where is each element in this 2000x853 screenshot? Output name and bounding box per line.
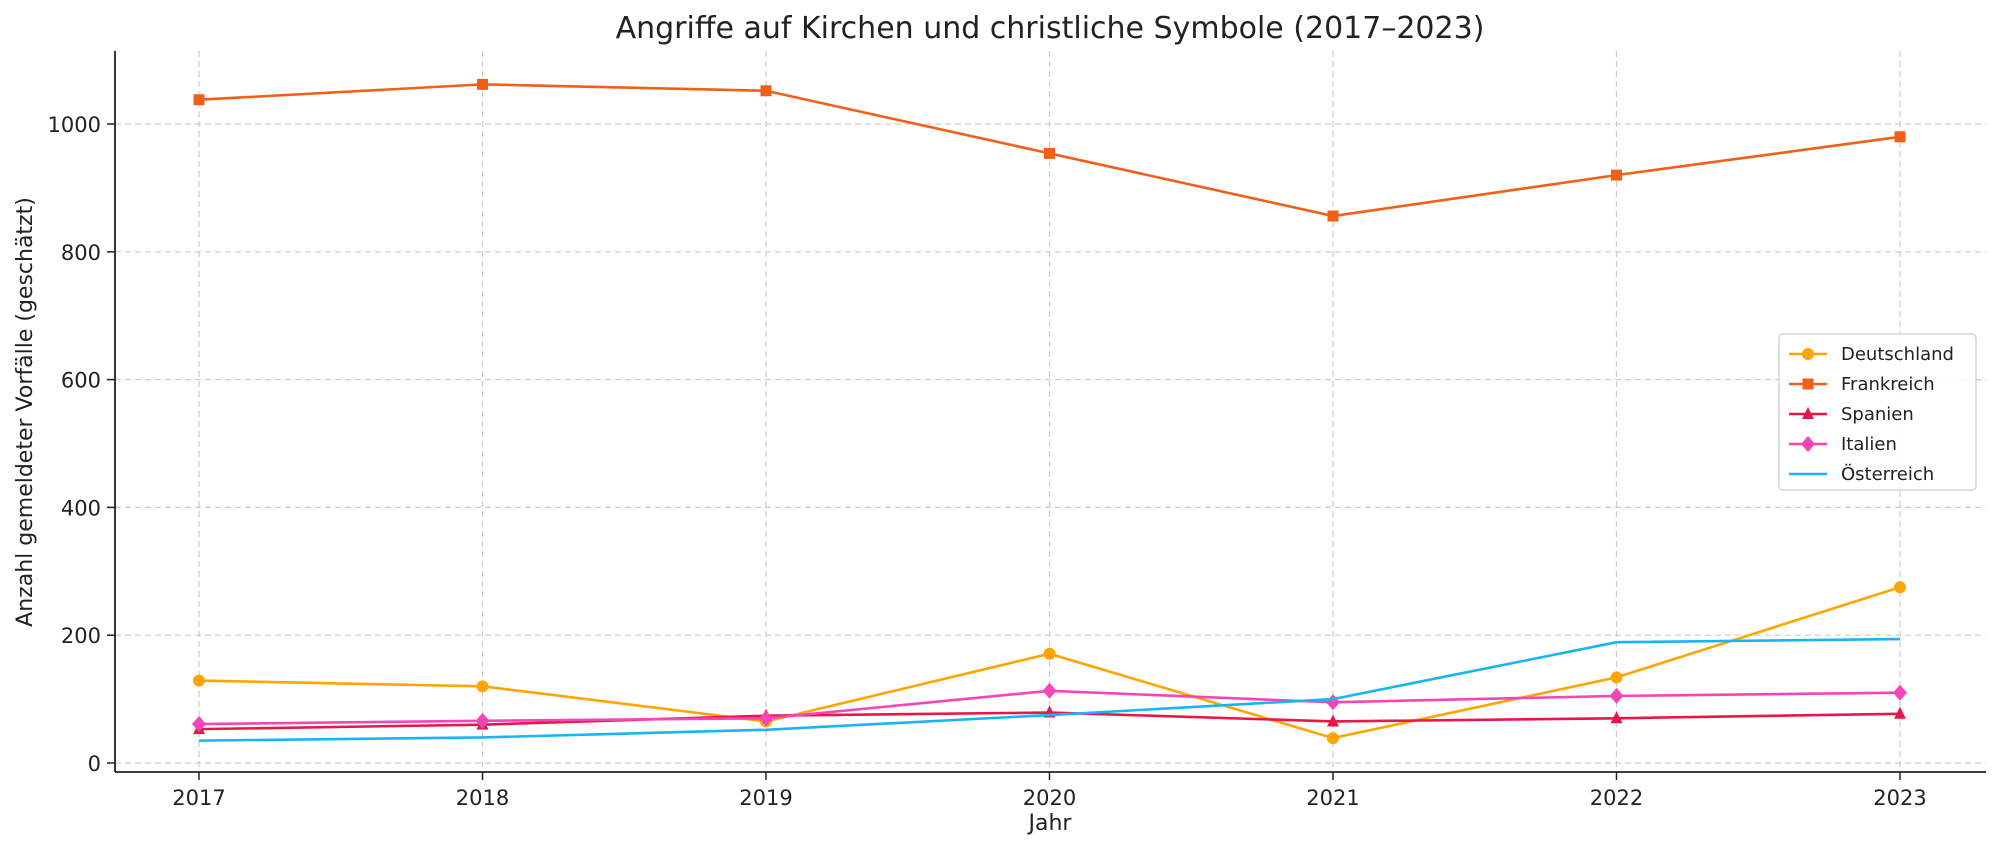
- legend-label-spanien: Spanien: [1841, 404, 1914, 425]
- data-point-deutschland: [1610, 671, 1623, 684]
- data-point-frankreich: [1611, 169, 1622, 181]
- legend-marker-spanien: [1802, 407, 1814, 419]
- data-point-italien: [1042, 682, 1057, 699]
- data-point-frankreich: [1894, 131, 1906, 143]
- data-point-frankreich: [477, 78, 488, 90]
- data-point-deutschland: [1327, 732, 1339, 745]
- x-tick-label: 2022: [1590, 786, 1643, 810]
- y-tick-label: 800: [61, 241, 101, 265]
- y-tick-label: 600: [61, 369, 101, 393]
- legend-box: [1778, 333, 1977, 491]
- data-point-frankreich: [760, 85, 772, 97]
- data-point-spanien: [1327, 714, 1339, 727]
- series-spanien: [193, 705, 1906, 735]
- chart-title: Angriffe auf Kirchen und christliche Sym…: [616, 11, 1485, 46]
- legend-label-italien: Italien: [1841, 434, 1897, 455]
- legend-marker-frankreich: [1802, 378, 1814, 390]
- series-line--sterreich: [198, 637, 1901, 742]
- data-point-frankreich: [1044, 147, 1055, 159]
- data-point-italien: [1326, 694, 1340, 711]
- y-tick-label: 0: [88, 752, 101, 776]
- series--sterreich: [198, 637, 1901, 742]
- x-tick-label: 2023: [1873, 786, 1926, 810]
- y-tick-label: 1000: [48, 113, 101, 137]
- legend-label--sterreich: Österreich: [1841, 463, 1934, 485]
- data-point-italien: [1609, 687, 1624, 704]
- data-point-deutschland: [1043, 647, 1056, 660]
- data-point-spanien: [1610, 711, 1623, 724]
- data-point-italien: [475, 712, 490, 729]
- data-point-deutschland: [476, 680, 489, 693]
- grid: [115, 51, 1986, 772]
- y-tick-label: 200: [61, 624, 101, 648]
- data-point-italien: [1893, 684, 1907, 701]
- legend-label-frankreich: Frankreich: [1841, 374, 1935, 395]
- data-point-italien: [192, 716, 206, 733]
- legend: Deutschland Frankreich Spanien Italien Öster…: [1778, 333, 1977, 491]
- legend-marker-italien: [1801, 436, 1815, 452]
- data-point-deutschland: [193, 674, 205, 687]
- data-point-italien: [759, 710, 773, 727]
- data-point-deutschland: [1894, 581, 1906, 594]
- x-tick-label: 2017: [172, 786, 225, 810]
- series-italien: [192, 682, 1907, 733]
- x-tick-label: 2018: [456, 786, 509, 810]
- data-point-spanien: [1894, 706, 1906, 719]
- series-frankreich: [193, 78, 1906, 222]
- series-group: [192, 78, 1907, 745]
- legend-label-deutschland: Deutschland: [1841, 344, 1954, 365]
- y-tick-label: 400: [61, 496, 101, 520]
- x-axis-label: Jahr: [1027, 811, 1073, 836]
- x-tick-label: 2021: [1306, 786, 1359, 810]
- data-point-frankreich: [1327, 210, 1339, 222]
- x-tick-label: 2019: [739, 786, 792, 810]
- x-tick-label: 2020: [1023, 786, 1076, 810]
- axes: 2017 2018 2019 2020 2021 2022 2023 0 200 400 600 80…: [48, 51, 1986, 810]
- legend-marker-deutschland: [1802, 348, 1814, 360]
- y-axis-label: Anzahl gemeldeter Vorfälle (geschätzt): [13, 197, 38, 627]
- data-point-frankreich: [193, 94, 205, 106]
